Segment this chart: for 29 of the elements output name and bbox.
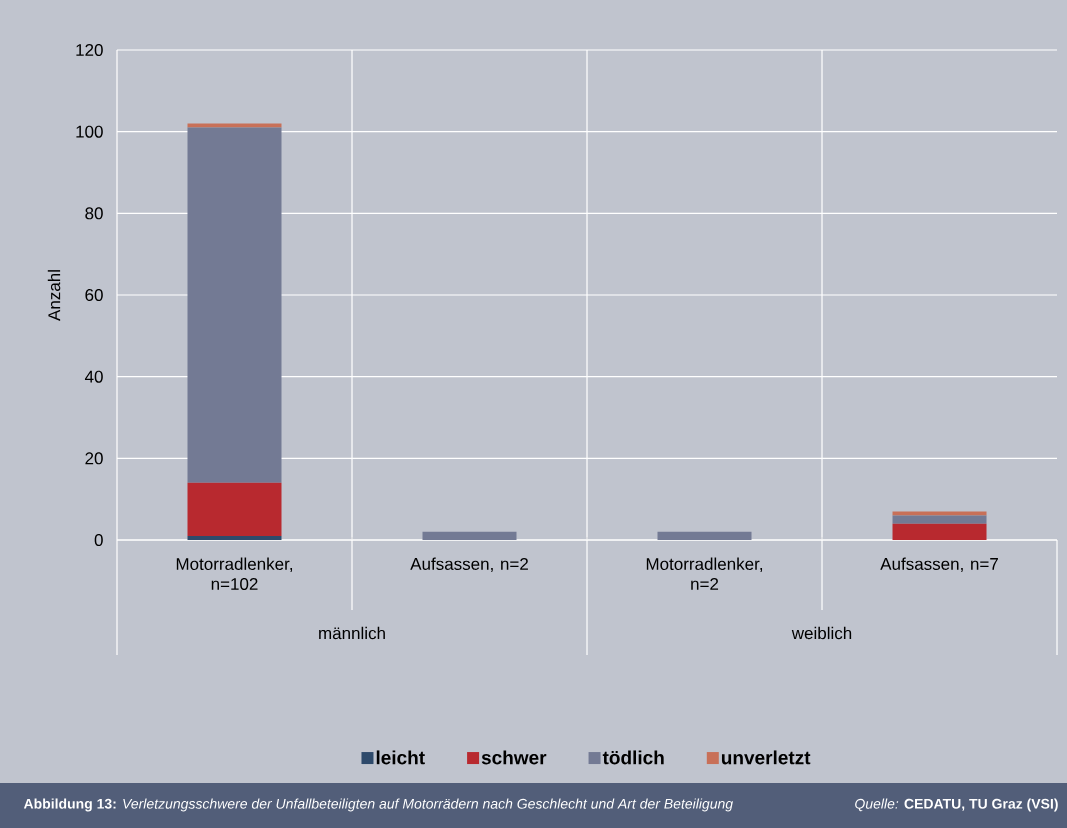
legend-label: schwer — [481, 750, 547, 765]
bar — [422, 531, 517, 540]
bar — [187, 127, 282, 483]
y-tick-label: 20 — [85, 452, 103, 465]
bar — [187, 482, 282, 536]
text: Quelle: CEDATU, TU Graz (VSI) — [855, 798, 1058, 812]
x-tick-label: Motorradlenker, n=2 — [646, 557, 763, 590]
y-tick-label: 40 — [84, 370, 103, 383]
bar — [187, 123, 282, 128]
text: männlich — [319, 626, 385, 640]
y-tick-label: 80 — [85, 207, 103, 220]
bar — [187, 535, 282, 540]
legend-label: leicht — [376, 750, 425, 765]
y-tick-label: 100 — [76, 125, 103, 138]
x-tick-label: Motorradlenker, n=102 — [176, 557, 293, 591]
y-tick-label: 0 — [94, 533, 103, 547]
bar — [892, 523, 987, 540]
bar — [892, 511, 987, 516]
text: weiblich — [791, 626, 852, 640]
bar — [657, 531, 752, 540]
text: Abbildung 13: Verletzungsschwere der Unfallbeteiligten auf Motorrädern nach Geschlecht und Art der Beteiligung — [23, 798, 733, 812]
y-tick-label: 120 — [76, 43, 103, 57]
legend-label: unverletzt — [721, 750, 811, 765]
y-tick-label: 60 — [85, 288, 103, 302]
bar — [892, 515, 987, 524]
legend-label: tödlich — [602, 750, 664, 765]
x-tick-label: Aufsassen, n=7 — [880, 557, 998, 572]
y-axis-title: Anzahl — [47, 270, 61, 321]
x-tick-label: Aufsassen, n=2 — [410, 557, 528, 572]
